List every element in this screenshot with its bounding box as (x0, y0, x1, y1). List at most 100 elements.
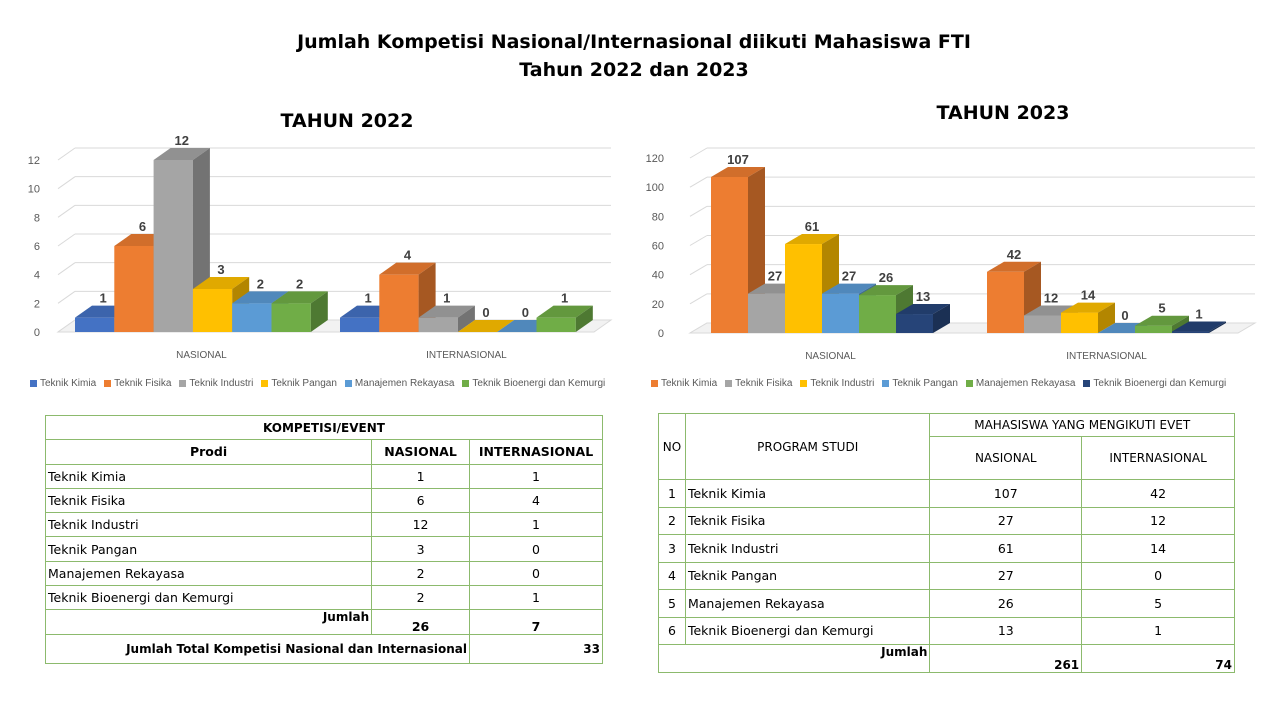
gridline (57, 204, 76, 218)
table-2023-group-header: NO PROGRAM STUDI MAHASISWA YANG MENGIKUT… (658, 413, 1235, 480)
table-2023-jumlah-row: Jumlah 261 74 (657, 644, 1235, 673)
table-2023-cell-no: 5 (658, 589, 686, 618)
y-tick-label: 6 (34, 241, 40, 253)
data-label: 27 (768, 269, 782, 284)
table-row: Teknik Fisika 6 4 (44, 487, 603, 514)
table-2023-cell-no: 6 (658, 616, 686, 645)
legend-swatch (882, 380, 890, 387)
legend-swatch (344, 380, 352, 387)
legend-label: Teknik Industri (810, 378, 875, 389)
gridline (689, 235, 708, 246)
table-2023-col-nasional: NASIONAL (929, 436, 1083, 480)
data-label: 26 (879, 270, 893, 285)
gridline (57, 233, 76, 247)
table-2022: KOMPETISI/EVENT Prodi NASIONAL INTERNASI… (44, 414, 603, 664)
gridline (57, 290, 76, 304)
table-2023-cell-internasional: 1 (1081, 616, 1235, 645)
table-2023-cell-nasional: 26 (929, 589, 1083, 618)
y-tick-label: 100 (646, 182, 664, 194)
data-label: 3 (217, 262, 224, 277)
legend-label: Teknik Bioenergi dan Kemurgi (472, 378, 606, 389)
bar (896, 304, 950, 333)
bar (271, 291, 328, 332)
table-2022-jumlah-nasional: 26 (371, 609, 471, 635)
table-2023-cell-prodi: Teknik Pangan (684, 561, 931, 590)
y-tick-label: 10 (28, 184, 40, 196)
y-tick-label: 40 (652, 270, 664, 282)
legend-label: Teknik Kimia (40, 378, 97, 389)
y-tick-label: 12 (28, 155, 40, 167)
table-row: Teknik Pangan 3 0 (44, 536, 603, 562)
legend-label: Teknik Pangan (892, 378, 958, 389)
legend-swatch (965, 380, 973, 387)
table-2023-col-program: PROGRAM STUDI (684, 413, 931, 480)
table-2023-cell-no: 4 (658, 561, 686, 590)
legend-swatch (725, 380, 733, 387)
chart-2022-legend: Teknik Kimia Teknik Fisika Teknik Industri… (30, 378, 605, 389)
legend-item: Teknik Bioenergi dan Kemurgi (462, 378, 605, 389)
table-row: 2 Teknik Fisika 27 12 (658, 506, 1235, 535)
data-label: 0 (482, 305, 489, 320)
table-2023-cell-nasional: 13 (929, 616, 1083, 645)
table-2023-cell-nasional: 27 (929, 506, 1083, 535)
table-row: 3 Teknik Industri 61 14 (658, 534, 1235, 563)
y-tick-label: 8 (34, 212, 40, 224)
legend-swatch (462, 380, 470, 387)
table-2022-cell-internasional: 1 (469, 512, 603, 538)
table-2022-jumlah-internasional: 7 (469, 609, 603, 635)
table-2023-cell-internasional: 14 (1081, 534, 1235, 563)
legend-swatch (800, 380, 808, 387)
bar (1172, 321, 1226, 333)
table-2023-cell-internasional: 42 (1081, 479, 1235, 508)
main-title: Jumlah Kompetisi Nasional/Internasional … (0, 28, 1268, 84)
table-2022-col-nasional: NASIONAL (371, 439, 471, 465)
table-2023-group-title: MAHASISWA YANG MENGIKUTI EVET (929, 413, 1235, 437)
category-label: INTERNASIONAL (426, 350, 507, 361)
legend-item: Teknik Industri (800, 378, 874, 389)
table-2023-jumlah-internasional: 74 (1081, 644, 1235, 673)
table-2022-cell-internasional: 1 (469, 585, 603, 611)
table-2023-cell-internasional: 5 (1081, 589, 1235, 618)
main-title-line-2: Tahun 2022 dan 2023 (519, 59, 749, 81)
data-label: 6 (139, 219, 146, 234)
bar (418, 305, 475, 332)
y-tick-label: 0 (658, 328, 664, 340)
table-2022-jumlah-row: Jumlah 26 7 (44, 609, 603, 635)
data-label: 61 (805, 219, 819, 234)
chart-2022-title: TAHUN 2022 (280, 110, 414, 132)
data-label: 12 (175, 133, 189, 148)
table-2022-cell-internasional: 0 (469, 560, 603, 587)
legend-label: Teknik Pangan (271, 378, 337, 389)
table-2023-cell-prodi: Manajemen Rekayasa (684, 589, 931, 618)
legend-item: Teknik Kimia (651, 378, 717, 389)
table-row: 5 Manajemen Rekayasa 26 5 (658, 589, 1235, 618)
table-2022-col-internasional: INTERNASIONAL (469, 439, 603, 465)
table-2023: NO PROGRAM STUDI MAHASISWA YANG MENGIKUT… (657, 413, 1235, 673)
table-2023-jumlah-nasional: 261 (929, 644, 1083, 673)
y-tick-label: 0 (34, 327, 40, 339)
legend-item: Teknik Bioenergi dan Kemurgi (1083, 378, 1226, 389)
table-2023-cell-nasional: 27 (929, 561, 1083, 590)
table-row: Manajemen Rekayasa 2 0 (44, 560, 603, 587)
table-row: 4 Teknik Pangan 27 0 (658, 561, 1235, 590)
y-tick-label: 2 (34, 298, 40, 310)
data-label: 12 (1044, 291, 1058, 306)
table-2022-cell-prodi: Teknik Fisika (44, 487, 373, 514)
data-label: 14 (1081, 288, 1096, 303)
table-2022-cell-prodi: Teknik Kimia (44, 463, 373, 489)
table-2023-cell-prodi: Teknik Kimia (684, 479, 931, 508)
table-2023-cell-nasional: 61 (929, 534, 1083, 563)
table-2022-total-row: Jumlah Total Kompetisi Nasional dan Inte… (44, 633, 603, 664)
data-label: 0 (1121, 308, 1128, 323)
table-2023-header-row: NASIONAL INTERNASIONAL (659, 436, 1235, 480)
y-tick-label: 120 (646, 153, 664, 165)
y-tick-label: 20 (652, 299, 664, 311)
data-label: 2 (257, 276, 264, 291)
gridline (689, 293, 708, 305)
data-label: 42 (1007, 247, 1021, 262)
table-2022-cell-prodi: Manajemen Rekayasa (44, 560, 373, 587)
category-label: NASIONAL (176, 350, 227, 361)
legend-item: Teknik Kimia (30, 378, 96, 389)
legend-item: Manajemen Rekayasa (965, 378, 1075, 389)
table-2022-col-prodi: Prodi (44, 439, 373, 465)
